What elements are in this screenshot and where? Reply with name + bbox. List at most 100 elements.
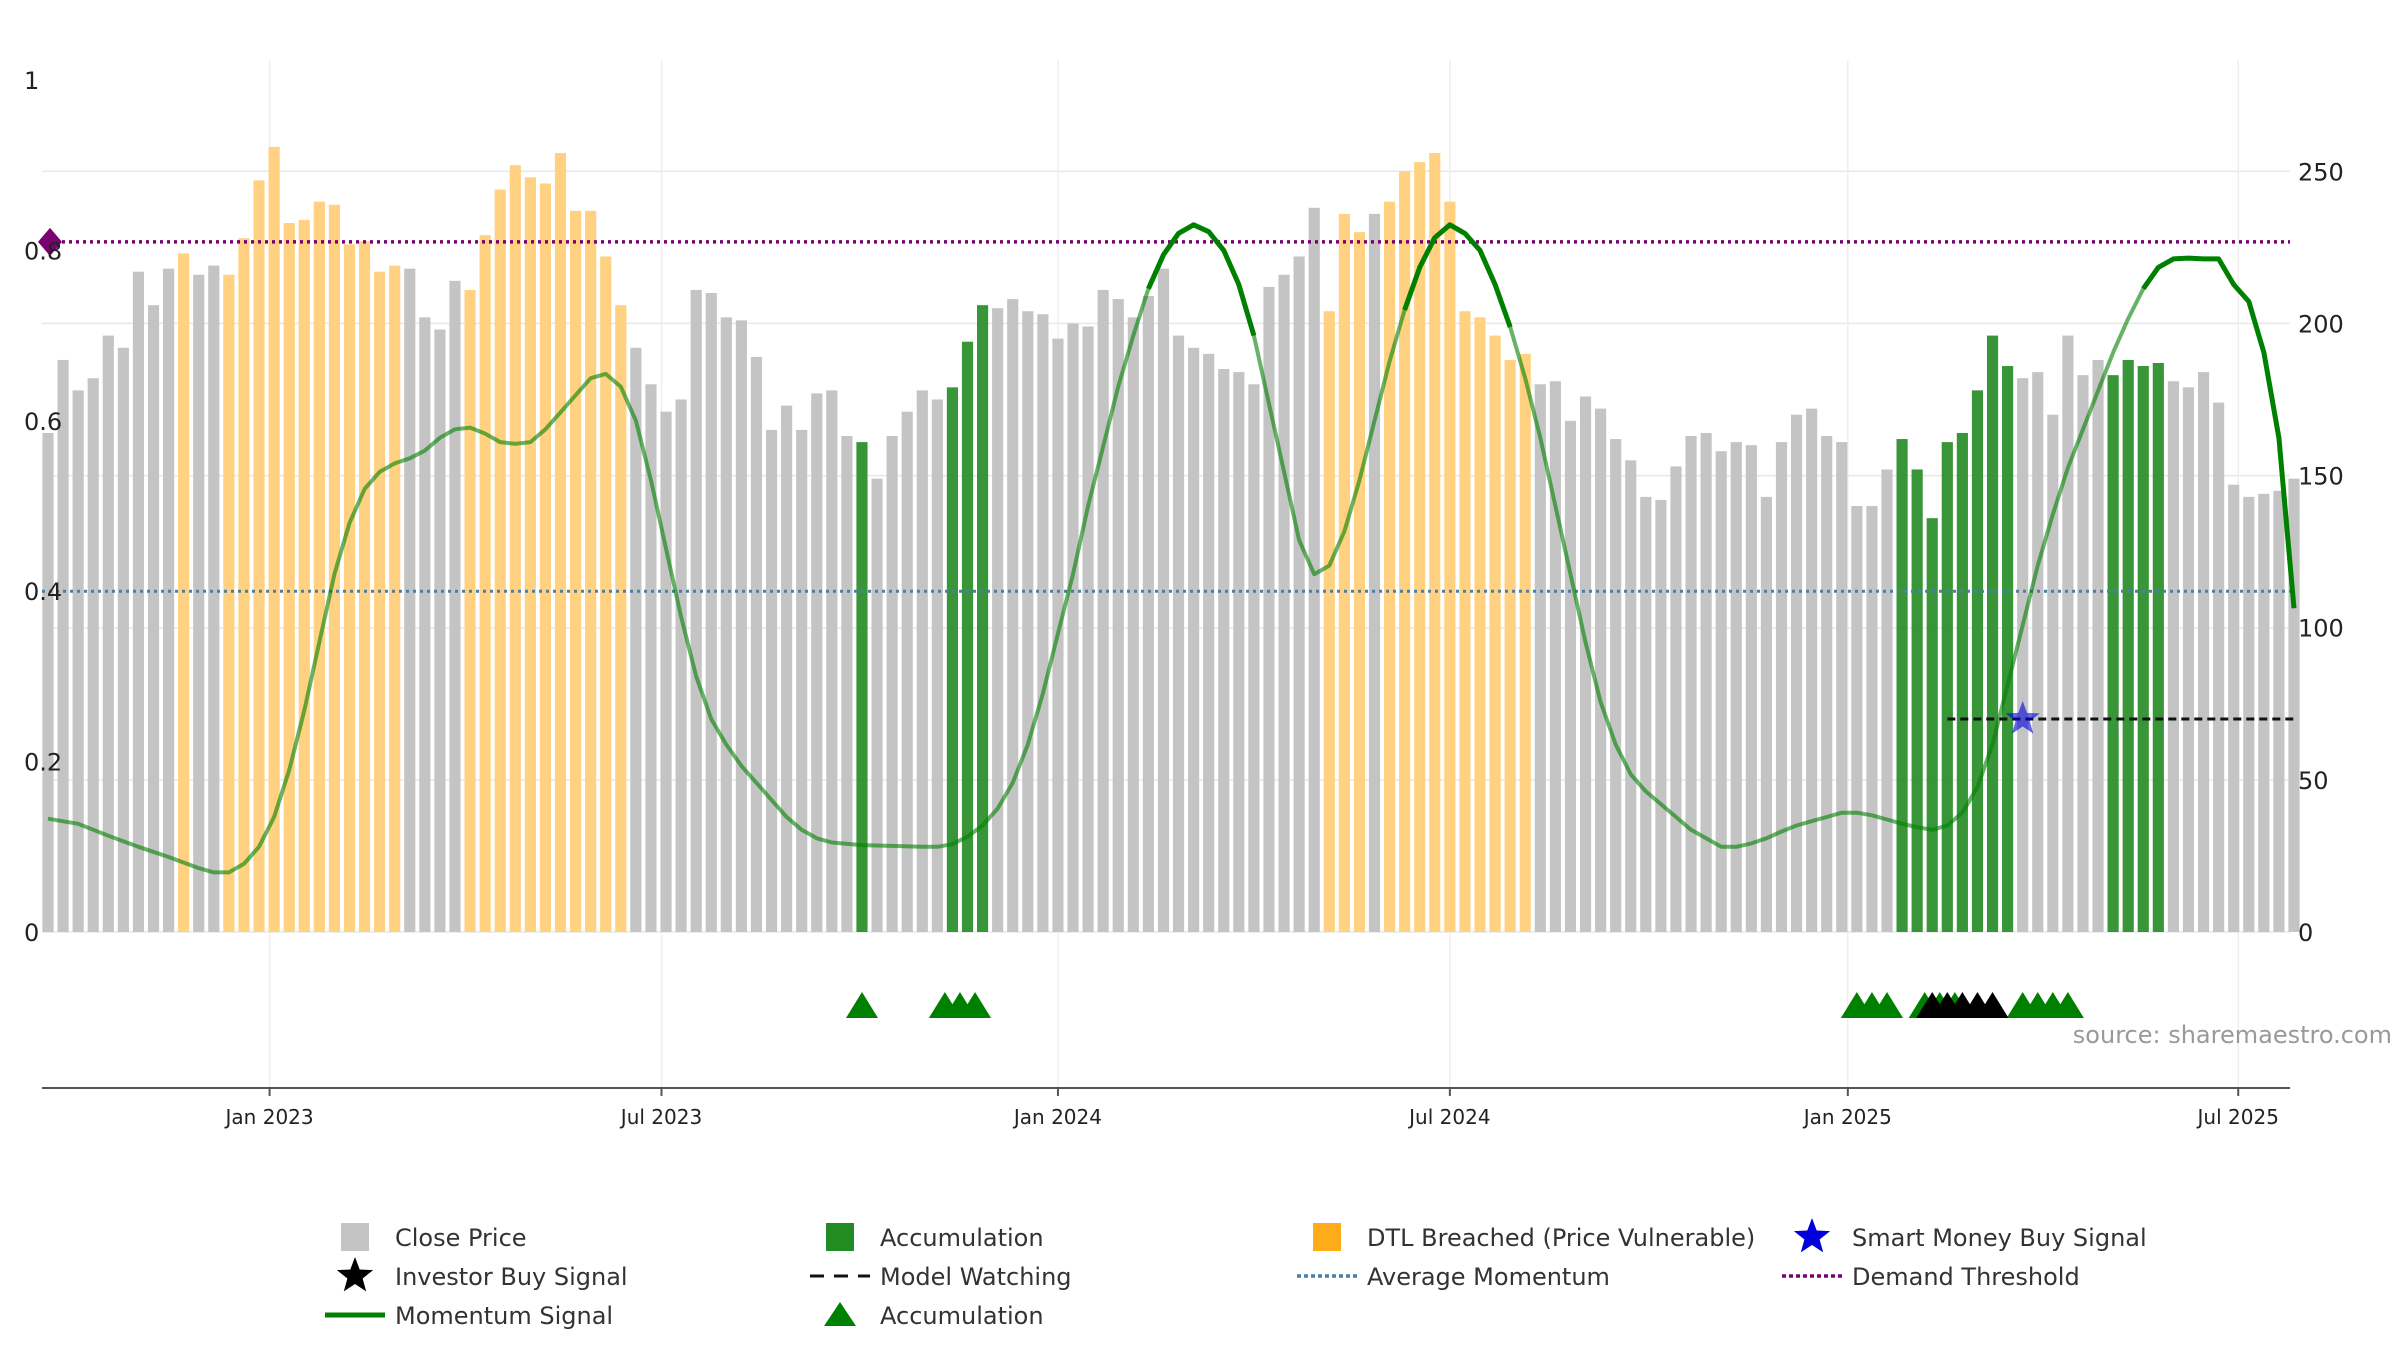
close-price-bar	[1866, 506, 1878, 932]
close-price-bar	[2228, 484, 2240, 932]
legend-item: Investor Buy Signal	[336, 1257, 628, 1292]
legend-item: Demand Threshold	[1782, 1263, 2080, 1291]
legend-label: Average Momentum	[1367, 1263, 1610, 1291]
dtl-breached-bar	[313, 201, 325, 932]
dtl-breached-bar	[494, 189, 506, 933]
close-price-bar	[1549, 381, 1561, 932]
close-price-bar	[42, 432, 54, 932]
close-price-bar	[901, 411, 913, 933]
close-price-bar	[419, 317, 431, 932]
close-price-bar	[2017, 378, 2029, 932]
close-price-bar	[750, 356, 763, 932]
close-price-bar	[630, 347, 642, 932]
close-price-bar	[57, 359, 69, 932]
close-price-bar	[1188, 347, 1200, 932]
close-price-bar	[2182, 387, 2195, 932]
close-price-bar	[1640, 496, 1652, 932]
line-layer	[38, 222, 2297, 875]
accumulation-triangle	[2051, 992, 2084, 1018]
x-tick-label: Jul 2025	[2196, 1105, 2279, 1129]
left-axis-tick-label: 0	[24, 919, 39, 947]
accumulation-bar	[1956, 432, 1968, 932]
close-price-bar	[193, 274, 205, 932]
legend-label: Smart Money Buy Signal	[1852, 1224, 2147, 1252]
close-price-bar	[102, 335, 114, 933]
x-tick-label: Jan 2023	[224, 1105, 314, 1129]
accumulation-bar	[856, 442, 868, 932]
right-axis-tick-label: 250	[2298, 158, 2344, 186]
close-price-bar	[2243, 496, 2255, 932]
close-price-bar	[163, 268, 175, 933]
close-price-bar	[1836, 442, 1848, 932]
gray-square-icon	[341, 1223, 369, 1251]
close-price-bar	[1610, 439, 1622, 932]
accumulation-triangle	[845, 992, 878, 1018]
close-price-bar	[781, 405, 793, 933]
close-price-bar	[1670, 466, 1682, 932]
close-price-bar	[1745, 445, 1757, 932]
close-price-bar	[796, 429, 808, 932]
close-price-bar	[1112, 299, 1124, 933]
dtl-breached-bar	[539, 183, 552, 932]
momentum-signal-strong-segment	[2141, 255, 2297, 609]
close-price-bar	[931, 399, 943, 932]
legend-label: Model Watching	[880, 1263, 1072, 1291]
accumulation-bar	[1941, 442, 1953, 932]
dtl-breached-bar	[554, 153, 567, 932]
close-price-bar	[1263, 286, 1275, 932]
x-tick-label: Jul 2023	[619, 1105, 702, 1129]
legend-label: Close Price	[395, 1224, 527, 1252]
close-price-bar	[1595, 408, 1607, 933]
close-price-bar	[1790, 414, 1803, 932]
close-price-bar	[208, 265, 220, 933]
close-price-bar	[1278, 274, 1290, 932]
close-price-bar	[1760, 496, 1772, 932]
dtl-breached-bar	[343, 244, 356, 933]
source-label: source: sharemaestro.com	[2073, 1021, 2392, 1049]
close-price-bar	[1775, 442, 1788, 932]
legend-label: Accumulation	[880, 1302, 1044, 1330]
close-price-bar	[1579, 396, 1592, 932]
legend-item: Smart Money Buy Signal	[1793, 1218, 2147, 1253]
dtl-breached-bar	[464, 289, 476, 932]
close-price-bar	[2273, 490, 2285, 932]
legend-item: Momentum Signal	[325, 1302, 613, 1330]
accumulation-bar	[2122, 359, 2134, 932]
accumulation-bar	[2002, 366, 2014, 932]
dtl-breached-bar	[1399, 171, 1411, 933]
left-axis-tick-label: 0.6	[24, 408, 62, 436]
accumulation-bar	[1896, 439, 1908, 932]
left-axis-tick-label: 0.4	[24, 578, 62, 606]
left-axis-tick-label: 0.8	[24, 237, 62, 265]
right-axis-tick-label: 50	[2298, 767, 2329, 795]
close-price-bar	[1715, 451, 1727, 932]
x-tick-label: Jul 2024	[1407, 1105, 1490, 1129]
blue-star-icon	[1793, 1218, 1831, 1253]
dtl-breached-bar	[615, 305, 627, 933]
close-price-bar	[1821, 436, 1833, 932]
dtl-breached-bar	[283, 223, 295, 932]
accumulation-bar	[2107, 375, 2119, 933]
accumulation-bar	[946, 387, 959, 932]
close-price-bar	[841, 436, 853, 932]
close-price-bar	[1218, 369, 1230, 933]
accumulation-bar	[961, 341, 974, 933]
close-price-bar	[2167, 381, 2179, 932]
close-price-bar	[147, 305, 160, 933]
close-price-bar	[1142, 296, 1154, 932]
smart-money-buy-star	[2005, 701, 2040, 734]
accumulation-bar	[2137, 366, 2149, 932]
close-price-bar	[1007, 299, 1019, 933]
accumulation-bar	[1986, 335, 1999, 933]
momentum-signal-strong-segment	[1402, 222, 1513, 328]
close-price-bar	[1881, 469, 1893, 932]
dtl-breached-bar	[1444, 201, 1456, 932]
dtl-breached-bar	[1504, 359, 1516, 932]
legend-label: Investor Buy Signal	[395, 1263, 628, 1291]
close-price-bar	[1127, 317, 1139, 932]
dtl-breached-bar	[374, 271, 386, 932]
accumulation-triangle	[959, 992, 992, 1018]
close-price-bar	[2077, 375, 2089, 933]
close-price-bar	[2047, 414, 2059, 932]
